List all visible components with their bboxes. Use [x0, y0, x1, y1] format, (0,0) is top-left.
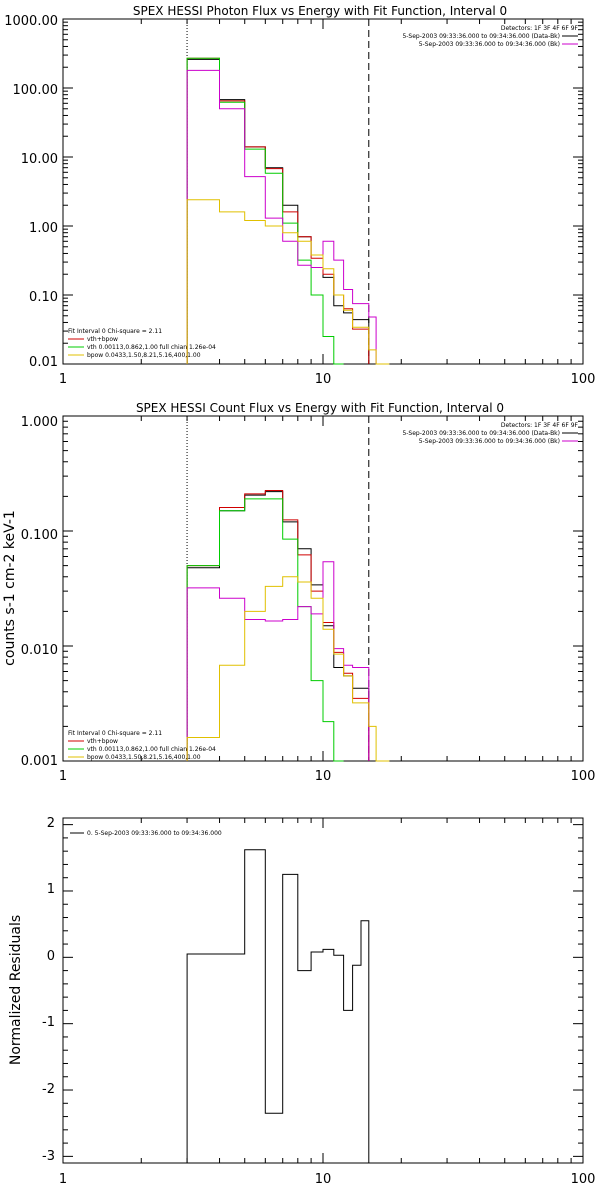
y-tick-label: 0.10: [29, 290, 58, 305]
bk-interval-label: 5-Sep-2003 09:33:36.000 to 09:34:36.000 …: [419, 438, 560, 445]
y-tick-label: 1000.00: [4, 14, 58, 29]
photon-info-box: Detectors: 1F 3F 4F 6F 9F 5-Sep-2003 09:…: [402, 25, 578, 48]
detectors-label: Detectors: 1F 3F 4F 6F 9F: [501, 25, 579, 32]
series-data-histogram: [186, 58, 370, 364]
bpow-legend-label: bpow 0.0433,1.50,8.21,5.16,400,1.00: [87, 352, 201, 359]
x-tick-label: 10: [315, 1172, 332, 1187]
fit-chi-label: Fit Interval 0 Chi-square = 2.11: [68, 730, 162, 737]
count-fit-legend: Fit Interval 0 Chi-square = 2.11 vth+bpo…: [68, 730, 216, 761]
y-tick-label: 0.010: [21, 643, 58, 658]
series-bk-histogram: [186, 561, 370, 761]
residuals-y-axis-label: Normalized Residuals: [8, 915, 24, 1065]
y-tick-label: 100.00: [13, 83, 59, 98]
vth-legend-label: vth 0.00113,0.862,1.00 full chian 1.26e-…: [87, 344, 216, 351]
series-model-histogram: [186, 490, 370, 761]
y-tick-label: 0: [47, 949, 55, 964]
series-bk-histogram: [186, 69, 377, 364]
x-tick-label: 100: [571, 1172, 596, 1187]
photon-fit-legend: Fit Interval 0 Chi-square = 2.11 vth+bpo…: [68, 328, 216, 359]
x-tick-label: 100: [571, 769, 596, 784]
series-bpow-histogram: [186, 576, 390, 762]
series-data-histogram: [186, 491, 370, 761]
count-x-tick-labels: 1 10 100: [59, 769, 596, 784]
series-data-histogram: [186, 849, 370, 1163]
count-info-box: Detectors: 1F 3F 4F 6F 9F 5-Sep-2003 09:…: [402, 422, 578, 445]
series-bpow-histogram: [186, 199, 390, 365]
detectors-label: Detectors: 1F 3F 4F 6F 9F: [501, 422, 579, 429]
photon-y-tick-labels: 1000.00 100.00 10.00 1.00 0.10 0.01: [4, 14, 58, 370]
residual-legend-label: 0. 5-Sep-2003 09:33:36.000 to 09:34:36.0…: [87, 830, 222, 837]
y-tick-label: -3: [42, 1149, 55, 1164]
vth-legend-label: vth 0.00113,0.862,1.00 full chian 1.26e-…: [87, 746, 216, 753]
x-tick-label: 100: [571, 372, 596, 387]
count-series: [186, 490, 390, 762]
y-tick-label: -1: [42, 1015, 55, 1030]
residuals-plot-frame: [62, 817, 584, 1164]
model-legend-label: vth+bpow: [87, 336, 118, 343]
photon-x-tick-labels: 1 10 100: [59, 372, 596, 387]
count-reference-lines: [186, 416, 370, 761]
count-y-tick-labels: 1.000 0.100 0.010 0.001: [21, 415, 58, 769]
residuals-series: [186, 849, 370, 1163]
y-tick-label: 1.00: [29, 221, 58, 236]
photon-tick-marks: [62, 18, 583, 365]
model-legend-label: vth+bpow: [87, 738, 118, 745]
x-tick-label: 1: [59, 769, 67, 784]
x-tick-label: 10: [315, 769, 332, 784]
y-tick-label: 0.01: [29, 355, 58, 370]
data-interval-label: 5-Sep-2003 09:33:36.000 to 09:34:36.000 …: [402, 33, 560, 40]
y-tick-label: 1: [47, 882, 55, 897]
fit-chi-label: Fit Interval 0 Chi-square = 2.11: [68, 328, 162, 335]
y-tick-label: 0.100: [21, 528, 58, 543]
residuals-panel: Normalized Residuals 2 1 0 -1 -2 -3 1 10…: [8, 816, 595, 1187]
residuals-x-tick-labels: 1 10 100: [59, 1172, 596, 1187]
x-tick-label: 1: [59, 1172, 67, 1187]
residuals-legend: 0. 5-Sep-2003 09:33:36.000 to 09:34:36.0…: [70, 830, 222, 837]
bpow-legend-label: bpow 0.0433,1.50,8.21,5.16,400,1.00: [87, 754, 201, 761]
count-tick-marks: [62, 415, 583, 762]
count-y-axis-label: counts s-1 cm-2 keV-1: [2, 510, 18, 666]
series-model-histogram: [186, 57, 370, 364]
x-tick-label: 10: [315, 372, 332, 387]
y-tick-label: 1.000: [21, 415, 58, 430]
residuals-tick-marks: [62, 818, 583, 1163]
data-interval-label: 5-Sep-2003 09:33:36.000 to 09:34:36.000 …: [402, 430, 560, 437]
residuals-y-tick-labels: 2 1 0 -1 -2 -3: [42, 816, 55, 1164]
series-vth-histogram: [186, 498, 344, 762]
photon-flux-panel: SPEX HESSI Photon Flux vs Energy with Fi…: [4, 4, 595, 387]
count-flux-panel: SPEX HESSI Count Flux vs Energy with Fit…: [2, 401, 595, 784]
count-flux-title: SPEX HESSI Count Flux vs Energy with Fit…: [136, 401, 504, 415]
photon-series: [186, 57, 390, 365]
y-tick-label: -2: [42, 1082, 55, 1097]
y-tick-label: 10.00: [21, 152, 58, 167]
x-tick-label: 1: [59, 372, 67, 387]
y-tick-label: 0.001: [21, 754, 58, 769]
y-tick-label: 2: [47, 816, 55, 831]
photon-flux-title: SPEX HESSI Photon Flux vs Energy with Fi…: [133, 4, 507, 18]
bk-interval-label: 5-Sep-2003 09:33:36.000 to 09:34:36.000 …: [419, 41, 560, 48]
